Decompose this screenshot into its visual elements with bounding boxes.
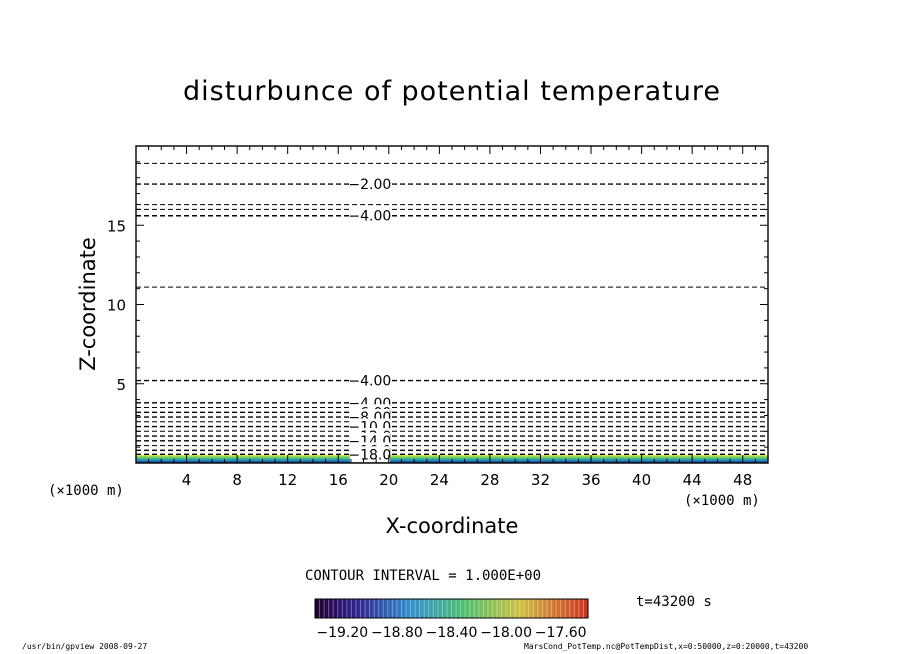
contour-lines: −2.00−4.00−4.00−4.00−6.00−8.00−10.0−12.0…: [135, 145, 769, 464]
x-tick-label: 36: [581, 471, 600, 489]
y-tick-label: 15: [107, 217, 126, 235]
x-tick-label: 44: [683, 471, 702, 489]
x-tick-label: 32: [531, 471, 550, 489]
x-axis-label: X-coordinate: [385, 514, 519, 538]
y-tick-label: 10: [107, 297, 126, 315]
contour-label-bg: [349, 176, 390, 193]
x-tick-label: 40: [632, 471, 651, 489]
colorbar-tick-label: −19.20: [316, 625, 368, 641]
colorbar-tick-label: −18.40: [426, 625, 478, 641]
contour-label-bg: [349, 372, 390, 389]
x-tick-label: 24: [430, 471, 449, 489]
x-axis-unit-label: (×1000 m): [684, 493, 760, 509]
x-tick-label: 48: [733, 471, 752, 489]
contour-label-bg: [349, 446, 390, 463]
colorbar-tick-label: −17.60: [535, 625, 587, 641]
x-tick-label: 20: [379, 471, 398, 489]
colorbar: −19.20 −18.80 −18.40 −18.00 −17.60: [314, 598, 589, 641]
chart-title: disturbunce of potential temperature: [183, 76, 721, 107]
colorbar-frame: [314, 598, 589, 619]
footer-data-source: MarsCond_PotTemp.nc@PotTempDist,x=0:5000…: [524, 642, 809, 651]
contour-label: −4.00: [348, 209, 391, 225]
footer-program-info: /usr/bin/gpview 2008-09-27: [22, 642, 148, 651]
y-tick-label: 5: [116, 376, 126, 394]
contour-label: −4.00: [348, 374, 391, 390]
time-label: t=43200 s: [636, 594, 712, 610]
contour-label: −2.00: [348, 177, 391, 193]
colorbar-fill: [315, 599, 588, 618]
x-tick-label: 8: [232, 471, 242, 489]
contour-interval-label: CONTOUR INTERVAL = 1.000E+00: [305, 568, 542, 584]
x-tick-label: 4: [182, 471, 192, 489]
plot-frame: [135, 145, 769, 464]
x-tick-label: 28: [480, 471, 499, 489]
colorbar-tick-label: −18.80: [371, 625, 423, 641]
contour-label: −18.0: [348, 447, 391, 463]
contour-label-bg: [349, 207, 390, 224]
x-tick-label: 16: [329, 471, 348, 489]
colorbar-tick-label: −18.00: [480, 625, 532, 641]
y-axis-unit-label: (×1000 m): [48, 483, 124, 499]
x-tick-label: 12: [278, 471, 297, 489]
